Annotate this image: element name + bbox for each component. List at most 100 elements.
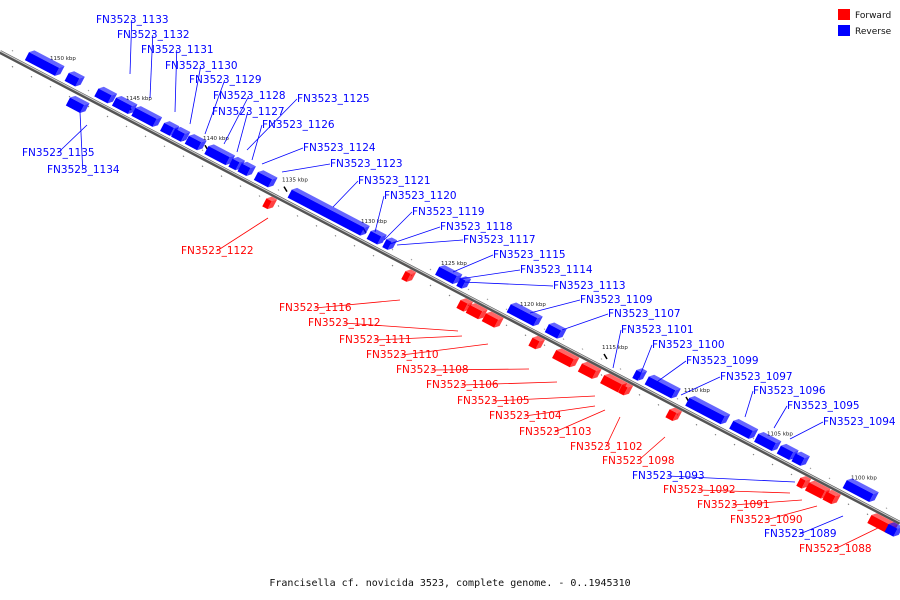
gene-fn3523-1112[interactable]	[456, 296, 474, 313]
gene-label[interactable]: FN3523_1095	[787, 400, 860, 412]
gene-fn3523-1121[interactable]	[253, 168, 278, 189]
gene-fn3523-1109[interactable]	[544, 321, 567, 341]
gene-label[interactable]: FN3523_1134	[47, 164, 120, 176]
gene-label[interactable]: FN3523_1097	[720, 371, 793, 383]
gene-label[interactable]: FN3523_1115	[493, 249, 566, 261]
gene-fn3523-1093[interactable]	[884, 520, 900, 538]
gene-fn3523-1092[interactable]	[796, 474, 812, 490]
minor-tick	[524, 334, 527, 337]
gene-label[interactable]: FN3523_1117	[463, 234, 536, 246]
gene-label[interactable]: FN3523_1129	[189, 74, 262, 86]
gene-box-side	[463, 301, 474, 312]
gene-label[interactable]: FN3523_1100	[652, 339, 725, 351]
gene-fn3523-1103[interactable]	[618, 381, 634, 397]
gene-label[interactable]: FN3523_1128	[213, 90, 286, 102]
gene-label[interactable]: FN3523_1092	[663, 484, 736, 496]
gene-fn3523-1115[interactable]	[435, 263, 463, 286]
gene-fn3523-1120[interactable]	[287, 186, 370, 237]
gene-label[interactable]: FN3523_1118	[440, 221, 513, 233]
gene-fn3523-1096[interactable]	[776, 442, 799, 462]
gene-label[interactable]: FN3523_1103	[519, 426, 592, 438]
gene-label[interactable]: FN3523_1132	[117, 29, 190, 41]
gene-fn3523-1133[interactable]	[24, 49, 65, 78]
minor-tick	[562, 338, 565, 340]
gene-fn3523-1111[interactable]	[465, 301, 488, 321]
gene-label[interactable]: FN3523_1131	[141, 44, 214, 56]
gene-fn3523-1126[interactable]	[184, 132, 207, 152]
gene-label[interactable]: FN3523_1105	[457, 395, 530, 407]
gene-fn3523-1114[interactable]	[456, 274, 472, 290]
gene-label[interactable]: FN3523_1106	[426, 379, 499, 391]
gene-fn3523-1101[interactable]	[644, 373, 681, 400]
gene-label[interactable]: FN3523_1120	[384, 190, 457, 202]
leader-line	[57, 124, 88, 154]
gene-label[interactable]: FN3523_1123	[330, 158, 403, 170]
gene-label[interactable]: FN3523_1121	[358, 175, 431, 187]
gene-label[interactable]: FN3523_1107	[608, 308, 681, 320]
gene-label[interactable]: FN3523_1104	[489, 410, 562, 422]
gene-fn3523-1090[interactable]	[822, 488, 841, 506]
gene-fn3523-1105[interactable]	[577, 360, 602, 381]
gene-label[interactable]: FN3523_1127	[212, 106, 285, 118]
gene-label[interactable]: FN3523_1130	[165, 60, 238, 72]
gene-box-front	[253, 171, 273, 188]
gene-fn3523-1132[interactable]	[64, 69, 85, 88]
gene-fn3523-1108[interactable]	[528, 334, 546, 351]
gene-label[interactable]: FN3523_1111	[339, 334, 412, 346]
gene-fn3523-1100[interactable]	[685, 394, 731, 426]
gene-label[interactable]: FN3523_1133	[96, 14, 169, 26]
gene-box-top	[581, 361, 602, 371]
gene-label[interactable]: FN3523_1091	[697, 499, 770, 511]
gene-box-side	[771, 441, 782, 451]
gene-fn3523-1129[interactable]	[131, 104, 163, 129]
gene-fn3523-1123[interactable]	[237, 160, 256, 178]
gene-fn3523-1116[interactable]	[401, 268, 417, 284]
gene-label[interactable]: FN3523_1122	[181, 245, 254, 257]
gene-label[interactable]: FN3523_1109	[580, 294, 653, 306]
gene-label[interactable]: FN3523_1101	[621, 324, 694, 336]
gene-box-top	[669, 407, 683, 414]
gene-label[interactable]: FN3523_1094	[823, 416, 896, 428]
gene-fn3523-1098[interactable]	[665, 406, 683, 423]
gene-fn3523-1119[interactable]	[366, 227, 387, 246]
gene-fn3523-1095[interactable]	[791, 450, 810, 468]
gene-fn3523-1124[interactable]	[228, 155, 246, 172]
gene-label[interactable]: FN3523_1089	[764, 528, 837, 540]
gene-fn3523-1125[interactable]	[204, 142, 236, 167]
gene-label[interactable]: FN3523_1125	[297, 93, 370, 105]
gene-fn3523-1110[interactable]	[481, 310, 504, 330]
gene-fn3523-1107[interactable]	[632, 366, 648, 382]
gene-label[interactable]: FN3523_1096	[753, 385, 826, 397]
gene-label[interactable]: FN3523_1090	[730, 514, 803, 526]
gene-label[interactable]: FN3523_1124	[303, 142, 376, 154]
gene-fn3523-1130[interactable]	[111, 94, 138, 116]
gene-fn3523-1106[interactable]	[552, 346, 580, 369]
gene-fn3523-1135[interactable]	[65, 94, 90, 115]
minor-tick	[676, 397, 679, 400]
gene-label[interactable]: FN3523_1098	[602, 455, 675, 467]
gene-label[interactable]: FN3523_1099	[686, 355, 759, 367]
gene-fn3523-1131[interactable]	[94, 85, 118, 105]
gene-label[interactable]: FN3523_1113	[553, 280, 626, 292]
gene-fn3523-1122[interactable]	[262, 195, 278, 211]
gene-label[interactable]: FN3523_1102	[570, 441, 643, 453]
gene-fn3523-1097[interactable]	[754, 430, 782, 453]
gene-label[interactable]: FN3523_1135	[22, 147, 95, 159]
gene-label[interactable]: FN3523_1126	[262, 119, 335, 131]
minor-tick	[220, 175, 223, 178]
gene-label[interactable]: FN3523_1110	[366, 349, 439, 361]
gene-label[interactable]: FN3523_1112	[308, 317, 381, 329]
gene-label[interactable]: FN3523_1119	[412, 206, 485, 218]
tick-label: 1135 kbp	[282, 178, 308, 184]
gene-label[interactable]: FN3523_1093	[632, 470, 705, 482]
gene-fn3523-1099[interactable]	[729, 417, 759, 441]
gene-fn3523-1127[interactable]	[171, 125, 191, 143]
gene-label[interactable]: FN3523_1116	[279, 302, 352, 314]
gene-fn3523-1113[interactable]	[506, 301, 543, 328]
leader-line	[332, 180, 359, 208]
gene-label[interactable]: FN3523_1088	[799, 543, 872, 555]
gene-fn3523-1094[interactable]	[842, 477, 879, 504]
gene-label[interactable]: FN3523_1114	[520, 264, 593, 276]
leader-line	[612, 329, 622, 369]
gene-label[interactable]: FN3523_1108	[396, 364, 469, 376]
